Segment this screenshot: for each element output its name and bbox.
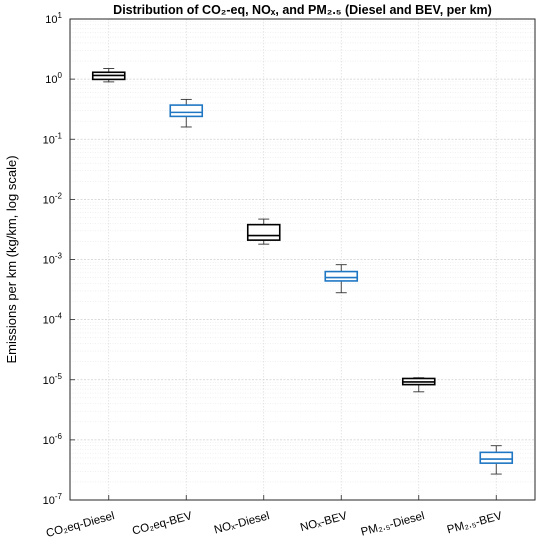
iqr-box	[246, 223, 281, 241]
grid-layer	[70, 19, 535, 501]
y-tick-base: 10	[45, 14, 57, 26]
y-tick-exponent: -3	[55, 252, 63, 261]
y-tick-label: 100	[45, 71, 62, 86]
x-tick-labels: CO₂eq-Diesel CO₂eq-BEV NOₓ-Diesel NOₓ-BEV PM…	[45, 495, 504, 540]
box-5	[401, 377, 436, 393]
y-tick-base: 10	[43, 315, 55, 327]
y-tick-base: 10	[43, 255, 55, 267]
y-tick-base: 10	[43, 375, 55, 387]
box-4	[324, 264, 359, 294]
y-tick-exponent: -2	[55, 191, 63, 200]
y-tick-label: 10-7	[43, 492, 63, 507]
box-layer	[91, 68, 514, 475]
y-tick-label: 101	[45, 11, 62, 26]
y-axis-label: Emissions per km (kg/km, log scale)	[4, 155, 19, 363]
y-tick-exponent: -6	[55, 432, 63, 441]
iqr-box	[324, 270, 359, 282]
y-tick-base: 10	[43, 194, 55, 206]
x-tick-label: CO₂eq-Diesel	[45, 510, 116, 540]
x-tick-label: PM₂.₅-BEV	[446, 510, 504, 536]
iqr-box	[479, 451, 514, 464]
y-tick-base: 10	[43, 134, 55, 146]
x-tick-label: NOₓ-Diesel	[213, 510, 271, 536]
y-tick-exponent: -5	[55, 372, 63, 381]
y-tick-base: 10	[43, 435, 55, 447]
y-tick-label: 10-2	[43, 191, 63, 206]
y-tick-exponent: 0	[58, 71, 63, 80]
y-tick-exponent: -4	[55, 312, 63, 321]
chart-title: Distribution of CO₂-eq, NOₓ, and PM₂.₅ (…	[113, 3, 492, 17]
box-2	[169, 98, 204, 128]
box-3	[246, 218, 281, 245]
y-tick-label: 10-4	[43, 312, 63, 327]
y-tick-base: 10	[45, 74, 57, 86]
x-tick-label: NOₓ-BEV	[299, 510, 349, 534]
iqr-box	[169, 104, 204, 118]
x-tick-label: CO₂eq-BEV	[131, 510, 194, 538]
y-tick-base: 10	[43, 495, 55, 507]
y-tick-exponent: 1	[58, 11, 63, 20]
y-tick-exponent: -7	[55, 492, 63, 501]
y-tick-label: 10-5	[43, 372, 63, 387]
y-tick-exponent: -1	[55, 131, 63, 140]
box-1	[91, 68, 126, 83]
y-tick-label: 10-3	[43, 252, 63, 267]
x-tick-label: PM₂.₅-Diesel	[360, 510, 426, 538]
y-tick-label: 10-6	[43, 432, 63, 447]
box-6	[479, 445, 514, 475]
y-tick-label: 10-1	[43, 131, 63, 146]
